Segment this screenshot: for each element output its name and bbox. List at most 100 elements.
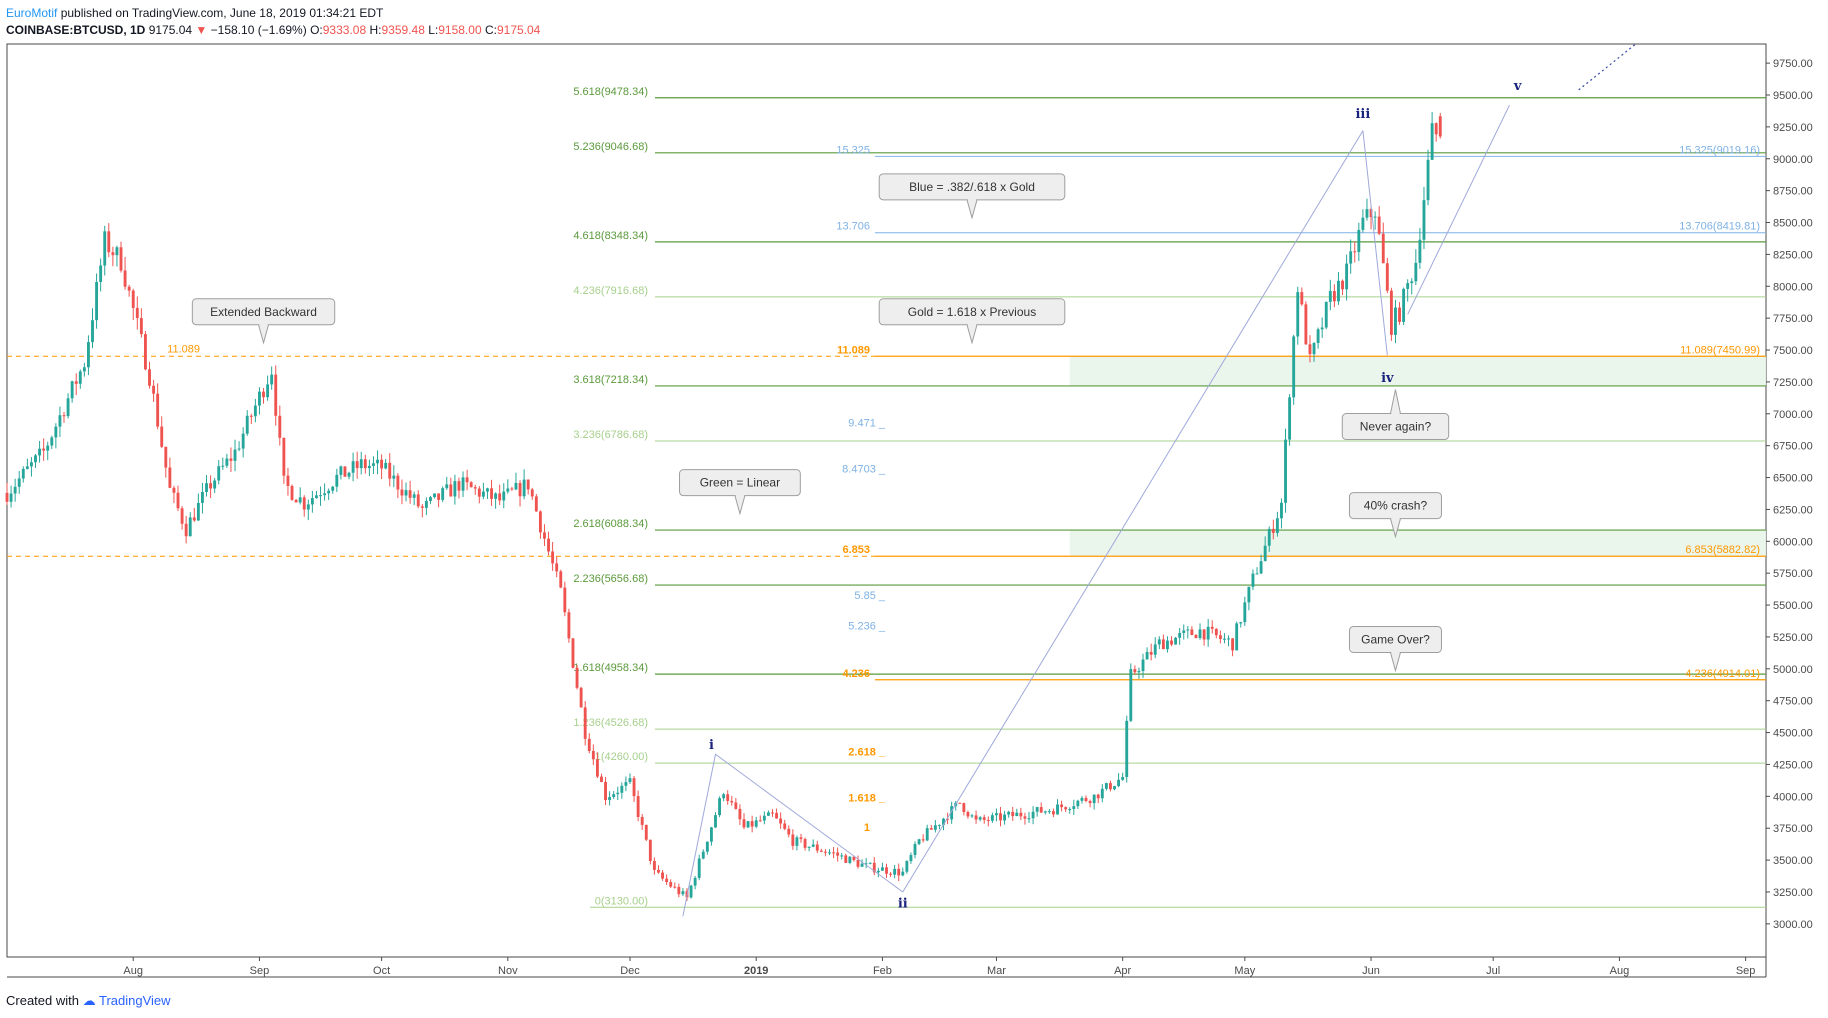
candle-body — [1284, 439, 1287, 503]
candle-body — [612, 794, 616, 798]
callout[interactable]: 40% crash? — [1348, 492, 1442, 539]
close-value: 9175.04 — [496, 23, 541, 37]
candle-body — [705, 841, 709, 852]
tradingview-brand[interactable]: TradingView — [99, 993, 171, 1008]
candle-body — [600, 776, 603, 782]
candle-body — [29, 462, 33, 467]
time-tick-label: 2019 — [744, 965, 768, 977]
candle-body — [1369, 209, 1373, 218]
orange-fib-label: 6.853 — [842, 544, 870, 556]
candle-body — [880, 867, 884, 871]
candle-body — [742, 819, 746, 828]
candle-body — [1206, 626, 1210, 640]
low-value: 9158.00 — [438, 23, 482, 37]
header-publish-line: EuroMotif published on TradingView.com, … — [6, 6, 383, 20]
candle-body — [1422, 200, 1426, 240]
candle-body — [1121, 777, 1125, 780]
tradingview-logo-icon[interactable]: ☁ — [82, 993, 96, 1008]
candle-body — [819, 850, 823, 852]
candle-body — [148, 369, 151, 386]
candle-body — [103, 231, 107, 266]
callout[interactable]: Game Over? — [1348, 625, 1442, 673]
candle-body — [982, 817, 986, 820]
candle-body — [42, 448, 46, 451]
candle-body — [543, 532, 546, 539]
footer: Created with ☁ TradingView — [6, 993, 171, 1009]
candle-body — [1056, 804, 1059, 815]
candle-body — [270, 374, 274, 385]
candle-body — [144, 334, 147, 370]
candle-body — [1210, 626, 1214, 629]
callout[interactable]: Extended Backward — [191, 298, 336, 345]
candle-body — [213, 480, 217, 489]
candle-body — [876, 870, 880, 873]
wave-label-iii: iii — [1355, 107, 1370, 122]
candle-body — [245, 415, 249, 434]
candle-body — [1308, 344, 1312, 355]
blue-fib-tick-label: 9.471 _ — [848, 418, 886, 430]
callout-pointer — [258, 324, 270, 345]
candle-body — [1231, 638, 1235, 651]
candle-body — [734, 802, 738, 809]
candle-body — [1007, 811, 1011, 815]
candle-body — [13, 486, 17, 494]
candle-body — [266, 384, 270, 398]
time-tick-label: Apr — [1114, 965, 1131, 977]
candle-body — [669, 882, 673, 887]
candle-body — [917, 839, 921, 845]
candle-body — [1027, 818, 1031, 820]
time-tick-label: Oct — [373, 965, 390, 977]
candle-body — [453, 481, 457, 497]
candle-body — [74, 381, 78, 384]
callout[interactable]: Blue = .382/.618 x Gold — [878, 173, 1066, 220]
candle-body — [184, 523, 188, 537]
time-tick-label: Feb — [873, 965, 892, 977]
candle-body — [188, 517, 192, 537]
candle-body — [1153, 644, 1157, 655]
candle-body — [465, 477, 469, 483]
candle-body — [1267, 528, 1271, 546]
price-tick-label: 7000.00 — [1773, 409, 1813, 421]
candle-body — [1157, 639, 1161, 645]
candle-body — [1328, 291, 1332, 302]
candle-body — [78, 371, 82, 384]
candle-body — [34, 455, 37, 463]
candle-body — [469, 482, 473, 488]
candle-body — [433, 493, 436, 498]
candle-body — [1434, 123, 1438, 135]
candle-body — [119, 247, 123, 271]
candle-body — [522, 479, 526, 497]
author-link[interactable]: EuroMotif — [6, 6, 58, 20]
candle-body — [372, 463, 375, 466]
candle-body — [632, 778, 636, 797]
candle-body — [1357, 229, 1361, 252]
candle-body — [547, 538, 550, 552]
callout[interactable]: Never again? — [1341, 389, 1450, 441]
down-arrow-icon: ▼ — [195, 23, 208, 37]
gold-fib-label: 1.236(4526.68) — [573, 717, 648, 729]
candle-body — [1202, 629, 1206, 640]
callout-pointer — [734, 495, 746, 516]
callout[interactable]: Green = Linear — [679, 469, 801, 516]
candle-body — [380, 459, 384, 469]
price-change: −158.10 (−1.69%) — [210, 23, 307, 37]
candle-body — [693, 877, 697, 886]
candle-body — [779, 818, 783, 824]
candle-body — [1088, 801, 1092, 804]
time-tick-label: Sep — [1736, 965, 1756, 977]
candle-body — [1275, 518, 1279, 533]
candle-body — [209, 483, 213, 489]
candle-body — [323, 493, 327, 496]
candle-body — [392, 475, 396, 479]
candle-body — [1100, 788, 1104, 799]
gold-fib-label: 5.618(9478.34) — [573, 86, 648, 98]
candle-body — [172, 487, 176, 493]
candle-body — [347, 472, 351, 477]
candle-body — [278, 415, 282, 438]
candle-body — [1047, 811, 1051, 813]
candle-body — [1349, 251, 1353, 264]
callout-pointer — [966, 324, 978, 345]
candle-body — [1076, 800, 1080, 807]
callout[interactable]: Gold = 1.618 x Previous — [878, 298, 1066, 345]
